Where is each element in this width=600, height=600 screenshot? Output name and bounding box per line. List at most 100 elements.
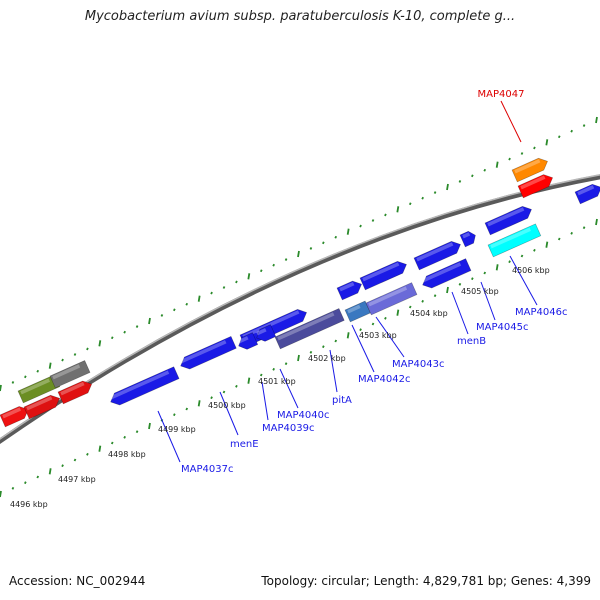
feature-red-1-shine	[2, 407, 22, 419]
outer-tick-ring	[384, 213, 387, 217]
feature-lavender	[365, 282, 418, 316]
feature-grey-shine	[52, 364, 81, 380]
inner-tick-ring	[446, 286, 449, 294]
gene-leader	[451, 291, 469, 335]
inner-tick-ring	[272, 367, 275, 371]
feature-olive	[17, 374, 61, 404]
inner-tick-ring	[197, 400, 201, 407]
kbp-label: 4502 kbp	[308, 354, 346, 363]
inner-tick-ring	[483, 271, 487, 275]
feature-steel-shine	[347, 304, 361, 314]
gene-leader	[219, 391, 239, 436]
outer-tick-ring	[309, 247, 313, 250]
feature-cds-l	[422, 258, 472, 289]
outer-tick-ring	[508, 157, 511, 161]
outer-tick-ring	[557, 135, 561, 139]
outer-tick-ring	[396, 206, 400, 213]
inner-tick-ring	[222, 390, 226, 394]
outer-tick-ring	[433, 191, 437, 194]
outer-tick-ring	[24, 375, 27, 379]
feature-cds-e	[459, 230, 476, 248]
inner-tick-ring	[11, 486, 15, 490]
feature-red-2-shine	[26, 396, 53, 411]
feature-orange	[511, 157, 548, 183]
feature-grey-shape	[49, 360, 91, 389]
outer-tick-ring	[173, 308, 176, 312]
feature-cds-b-shape	[336, 280, 362, 301]
feature-cds-l-shine	[422, 262, 462, 283]
feature-slate-shape	[274, 308, 345, 350]
outer-tick-ring	[582, 124, 586, 127]
gene-leader	[279, 368, 299, 409]
topology-summary: Topology: circular; Length: 4,829,781 bp…	[261, 574, 591, 588]
outer-tick-ring	[334, 235, 338, 239]
feature-cds-g	[574, 183, 600, 205]
outer-tick-ring	[458, 180, 462, 183]
feature-cds-g-shine	[577, 185, 595, 196]
inner-tick-ring	[259, 373, 263, 377]
inner-tick-ring	[520, 254, 524, 258]
inner-tick-ring	[322, 345, 325, 349]
feature-olive-shape	[17, 374, 61, 404]
feature-cyan-shape	[487, 223, 542, 258]
outer-tick-ring	[73, 353, 77, 356]
gene-leader	[375, 316, 405, 358]
inner-tick-ring	[433, 294, 437, 298]
feature-cds-b	[336, 280, 362, 301]
kbp-label: 4500 kbp	[208, 401, 246, 410]
feature-cds-c-shape	[359, 261, 407, 291]
inner-tick-ring	[421, 299, 424, 303]
outer-tick-ring	[197, 295, 201, 302]
feature-cds-i	[180, 336, 237, 370]
gene-leader	[157, 410, 181, 463]
feature-cds-f-shine	[487, 207, 525, 227]
inner-tick-ring	[334, 339, 338, 343]
accession-text: Accession: NC_002944	[9, 574, 146, 588]
feature-map4047-shape	[517, 174, 554, 199]
outer-tick-ring	[259, 269, 263, 273]
feature-cds-e-shine	[462, 232, 471, 239]
feature-steel	[344, 300, 371, 323]
inner-tick-ring	[135, 430, 139, 434]
feature-red-2	[23, 394, 60, 420]
feature-red-3-shine	[60, 381, 85, 396]
kbp-label: 4499 kbp	[158, 425, 196, 434]
inner-tick-ring	[309, 350, 313, 354]
feature-cds-c	[359, 261, 407, 291]
feature-cds-f	[484, 206, 532, 236]
feature-cds-a-shine	[242, 310, 300, 339]
outer-tick-ring	[545, 139, 549, 146]
inner-tick-ring	[458, 282, 462, 286]
gene-leader	[261, 381, 269, 421]
feature-slate-shine	[277, 312, 335, 341]
inner-tick-ring	[123, 435, 126, 439]
feature-cyan	[487, 223, 542, 258]
outer-tick-ring	[0, 384, 2, 392]
label-map4047: MAP4047	[478, 89, 525, 100]
gene-leader	[509, 255, 538, 306]
gene-leader	[329, 349, 338, 393]
feature-cyan-shine	[490, 227, 531, 249]
inner-tick-ring	[24, 481, 27, 485]
outer-tick-ring	[36, 369, 40, 373]
feature-slate	[274, 308, 345, 350]
outer-tick-ring	[86, 347, 89, 351]
feature-lavender-shine	[368, 286, 408, 307]
feature-cds-d-shine	[416, 242, 454, 262]
feature-cds-c-shine	[362, 262, 400, 282]
feature-cds-h-shape	[110, 366, 180, 406]
feature-steel-shape	[344, 300, 371, 323]
inner-tick-ring	[396, 309, 400, 316]
inner-tick-ring	[247, 377, 251, 384]
gene-leader	[480, 281, 496, 321]
outer-tick-ring	[61, 358, 64, 362]
feature-cds-e-shape	[459, 230, 476, 248]
inner-tick-ring	[495, 264, 499, 271]
feature-cds-h	[110, 366, 180, 406]
outer-tick-ring	[359, 224, 362, 228]
outer-tick-ring	[421, 196, 424, 200]
feature-map4047	[517, 174, 554, 199]
inner-tick-ring	[570, 231, 573, 235]
inner-tick-ring	[173, 413, 176, 417]
